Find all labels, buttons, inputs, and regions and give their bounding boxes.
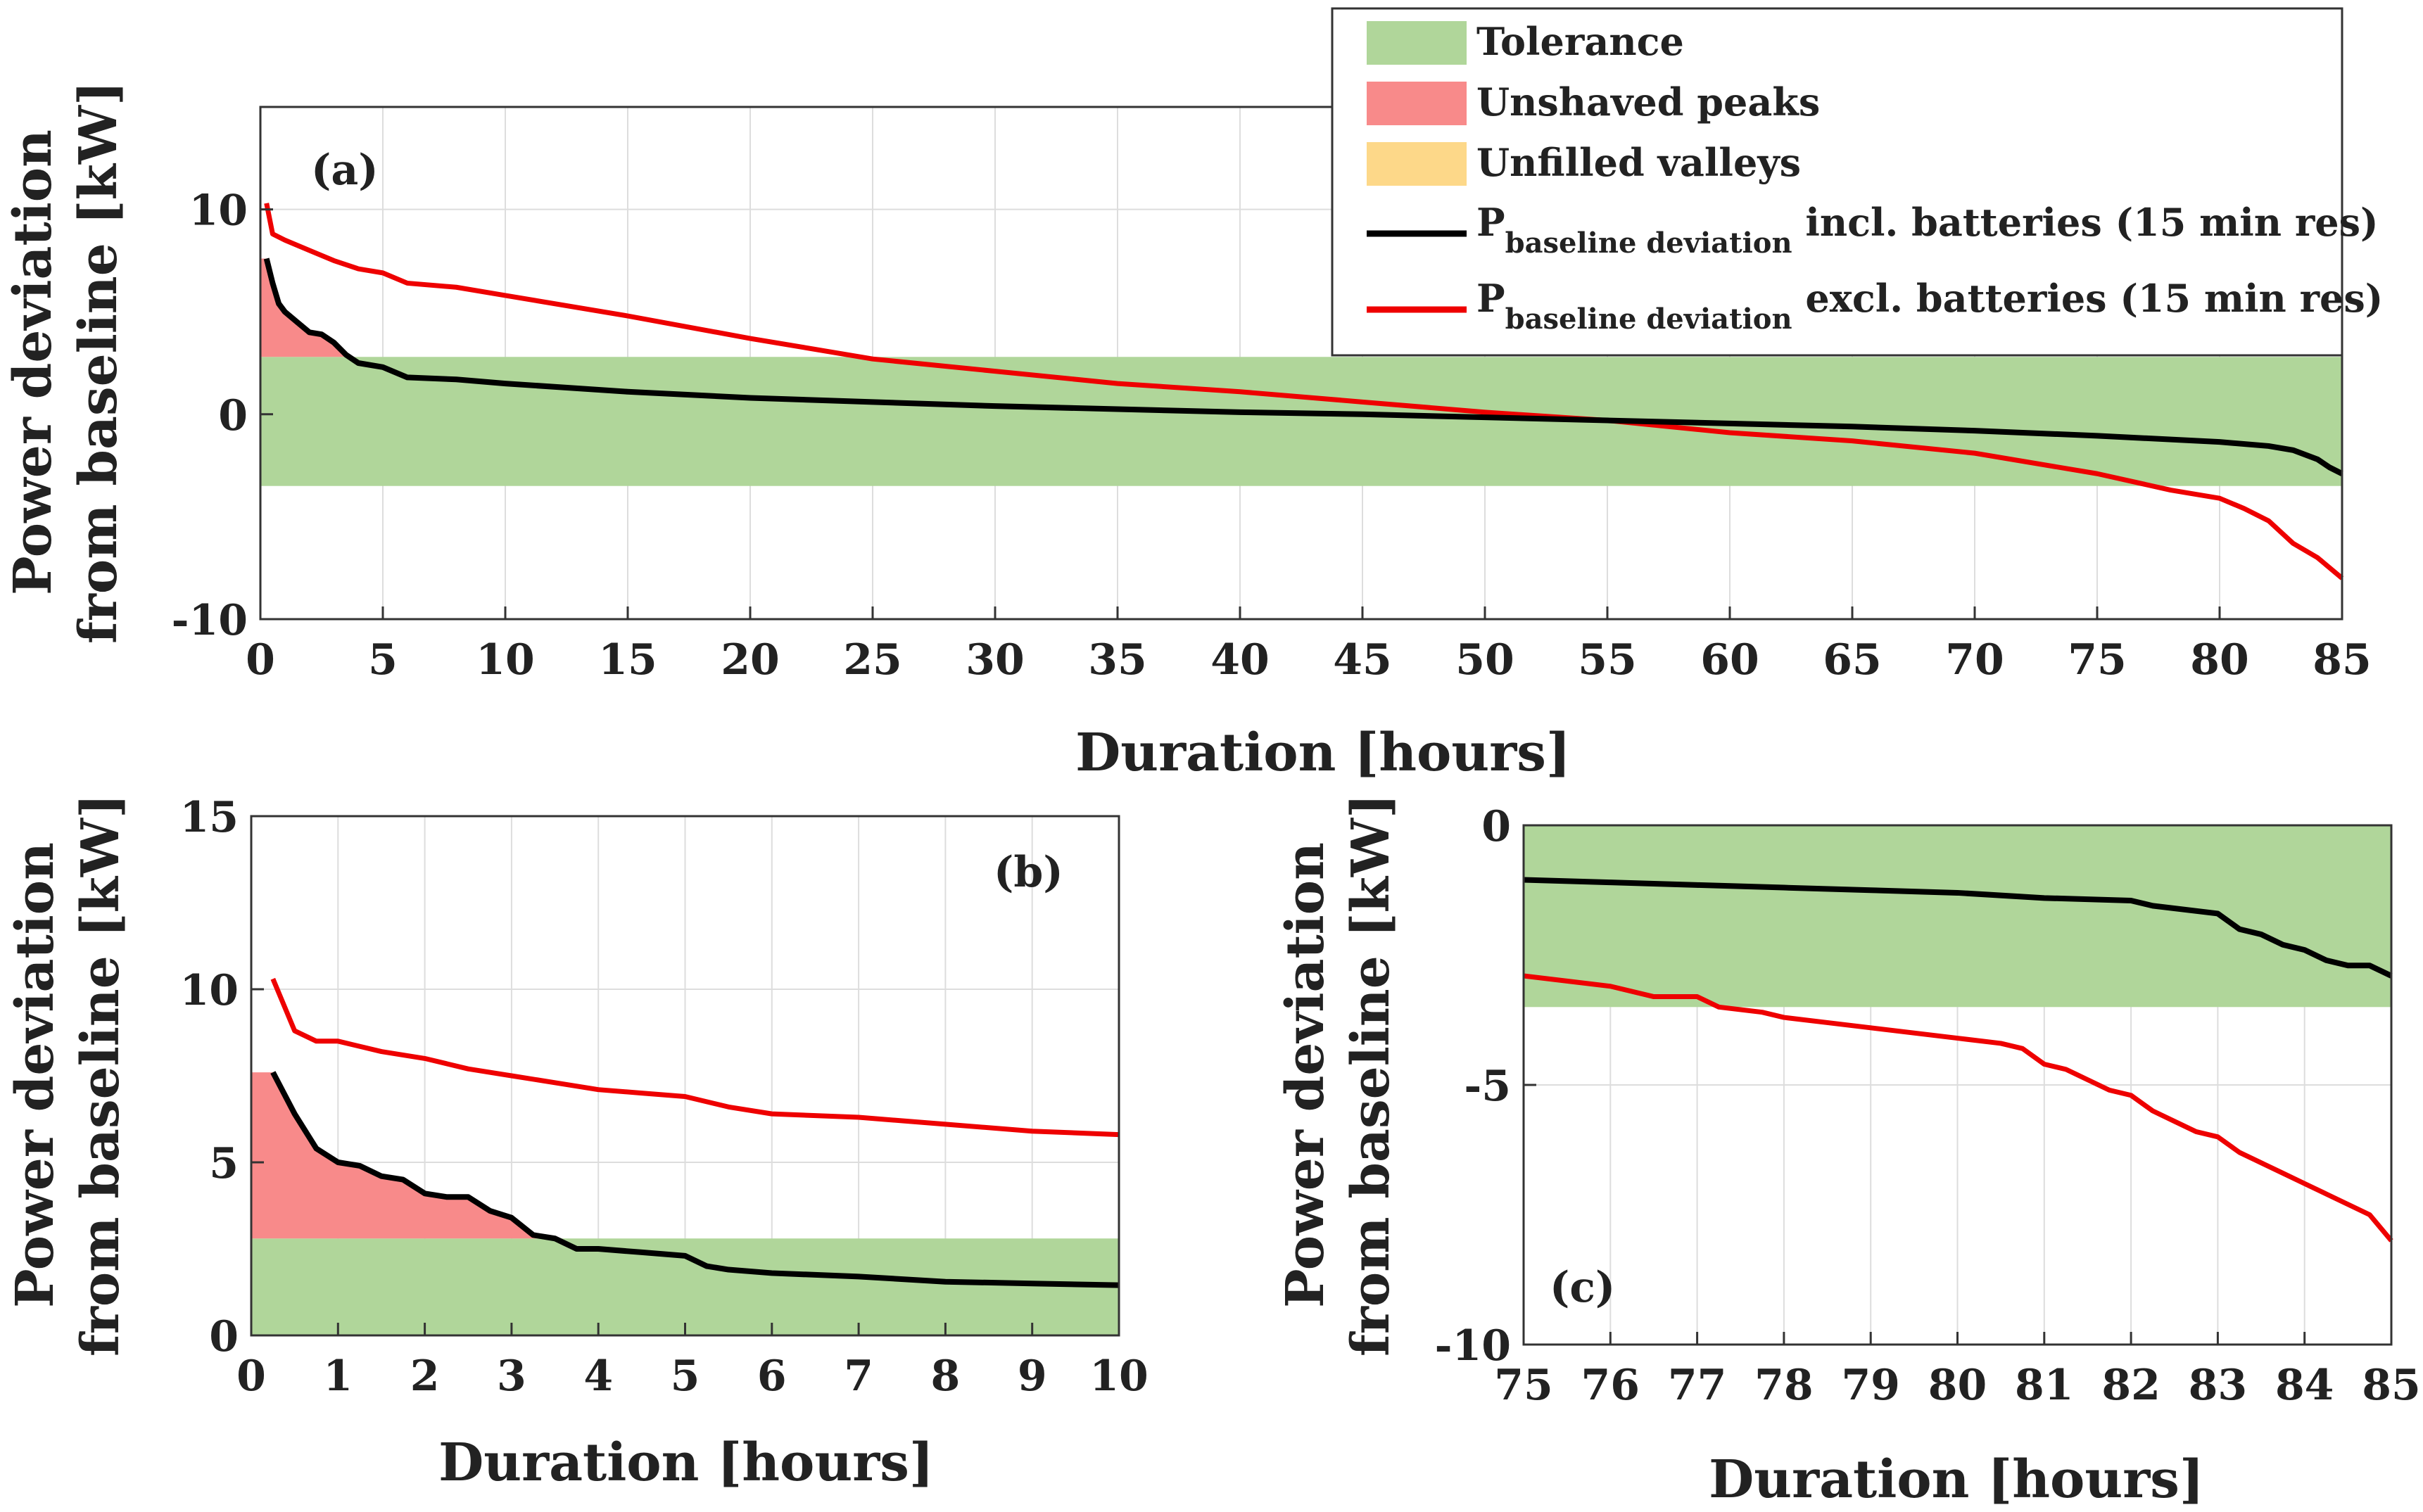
panel-c-xtick-label-9: 84 — [2275, 1361, 2334, 1410]
panel-a-chart: 0 5 10 15 20 25 30 35 40 45 50 55 60 65 70 75 80 85-10010… — [3, 81, 2372, 783]
panel-a-xlabel: Duration [hours] — [1075, 723, 1571, 783]
panel-a-xtick-label-6: 30 — [966, 635, 1025, 685]
panel-b-series-excl — [270, 977, 1120, 1138]
legend-label-tolerance: Tolerance — [1476, 19, 1684, 64]
panel-b-xtick-label-0: 0 — [236, 1352, 266, 1401]
panel-b-ytick-label-2: 10 — [180, 966, 239, 1015]
panel-b-xtick-label-3: 3 — [497, 1352, 526, 1401]
panel-a-xtick-label-9: 45 — [1333, 635, 1392, 685]
panel-a-series-excl — [264, 203, 2344, 580]
legend-excl-symbol: P — [1476, 276, 1505, 321]
panel-c-label: (c) — [1550, 1263, 1615, 1312]
panel-c-xtick-label-1: 76 — [1581, 1361, 1640, 1410]
panel-b-label: (b) — [994, 848, 1063, 897]
panel-a-xtick-label-16: 80 — [2190, 635, 2249, 685]
panel-a-xtick-label-14: 70 — [1945, 635, 2004, 685]
panel-b-unshaved-peaks-area — [251, 1072, 555, 1239]
legend-incl-text: incl. batteries (15 min res) — [1792, 200, 2379, 245]
panel-c-ytick-label-0: -10 — [1435, 1321, 1511, 1371]
legend-box — [1331, 7, 2343, 357]
panel-a-xtick-label-8: 40 — [1210, 635, 1270, 685]
panel-c-chart: 75 76 77 78 79 80 81 82 83 84 85 -10 -5 0 (c) Duratio… — [1275, 794, 2421, 1510]
panel-a-tolerance-band — [260, 357, 2342, 486]
panel-c-ytick-label-2: 0 — [1481, 802, 1511, 851]
panel-b-xtick-label-2: 2 — [410, 1352, 440, 1401]
panel-b-xtick-label-10: 10 — [1089, 1352, 1149, 1401]
panel-a-xtick-label-4: 20 — [721, 635, 780, 685]
panel-b-series-incl — [270, 1071, 1120, 1288]
panel-a-xtick-label-17: 85 — [2313, 635, 2372, 685]
panel-b-xtick-label-7: 7 — [844, 1352, 873, 1401]
panel-c-xtick-label-8: 83 — [2189, 1361, 2248, 1410]
panel-b-xtick-label-9: 9 — [1018, 1352, 1047, 1401]
panel-a-ytick-label-2: 10 — [189, 186, 248, 236]
panel-b-xtick-label-5: 5 — [671, 1352, 700, 1401]
legend-incl-symbol: P — [1476, 200, 1505, 245]
legend-excl-subscript: baseline deviation — [1505, 303, 1792, 336]
panel-c-tolerance-band — [1524, 825, 2391, 1008]
panel-b-xlabel: Duration [hours] — [438, 1432, 934, 1493]
panel-c-ylabel-line2: from baseline [kW] — [1341, 794, 1401, 1357]
panel-c-xtick-label-2: 77 — [1668, 1361, 1727, 1410]
legend-swatch-unfilled — [1367, 142, 1467, 186]
panel-c-ylabel-line1: Power deviation — [1275, 842, 1336, 1308]
panel-a-xtick-label-2: 10 — [476, 635, 535, 685]
panel-a-ylabel-line1: Power deviation — [3, 129, 63, 595]
panel-a-xtick-label-7: 35 — [1088, 635, 1147, 685]
panel-b-xtick-label-6: 6 — [757, 1352, 787, 1401]
legend-label-incl: Pbaseline deviation incl. batteries (15 … — [1476, 200, 2379, 260]
panel-a-label: (a) — [311, 146, 379, 195]
panel-c-xtick-label-7: 82 — [2101, 1361, 2161, 1410]
panel-c-xtick-label-5: 80 — [1928, 1361, 1987, 1410]
panel-b-ytick-label-1: 5 — [209, 1139, 239, 1188]
panel-a-xtick-label-11: 55 — [1578, 635, 1637, 685]
panel-a-xtick-label-0: 0 — [246, 635, 275, 685]
panel-a-axes-box — [259, 106, 2343, 621]
panel-c-xtick-label-3: 78 — [1754, 1361, 1814, 1410]
panel-c-series-incl — [1523, 877, 2393, 979]
panel-c-xlabel: Duration [hours] — [1709, 1449, 2204, 1510]
panel-c-xtick-label-10: 85 — [2362, 1361, 2421, 1410]
panel-a-xtick-label-13: 65 — [1823, 635, 1882, 685]
panel-c-xtick-label-0: 75 — [1494, 1361, 1553, 1410]
panel-a-xtick-label-12: 60 — [1700, 635, 1759, 685]
panel-a-xtick-label-10: 50 — [1455, 635, 1514, 685]
panel-a-xtick-label-5: 25 — [843, 635, 902, 685]
panel-b-ytick-label-0: 0 — [209, 1312, 239, 1361]
legend-swatch-unshaved — [1367, 82, 1467, 125]
legend-swatch-tolerance — [1367, 21, 1467, 65]
panel-a-unshaved-peaks-area — [260, 258, 350, 357]
panel-b-xtick-label-8: 8 — [931, 1352, 961, 1401]
panel-a-xtick-label-1: 5 — [368, 635, 398, 685]
panel-b-ylabel-line1: Power deviation — [5, 842, 65, 1308]
panel-a-xtick-label-15: 75 — [2068, 635, 2127, 685]
legend-incl-subscript: baseline deviation — [1505, 227, 1792, 260]
panel-c-xtick-label-4: 79 — [1841, 1361, 1900, 1410]
panel-b-xtick-label-4: 4 — [583, 1352, 613, 1401]
panel-b-ylabel-line2: from baseline [kW] — [70, 794, 131, 1357]
panel-c-series-excl — [1523, 973, 2393, 1243]
legend-label-unshaved: Unshaved peaks — [1476, 80, 1820, 125]
panel-b-xtick-label-1: 1 — [323, 1352, 353, 1401]
panel-a-ylabel-line2: from baseline [kW] — [68, 81, 129, 644]
legend: Tolerance Unshaved peaks Unfilled valley… — [1331, 7, 2383, 357]
panel-a-xtick-label-3: 15 — [598, 635, 657, 685]
panel-a-ytick-label-0: -10 — [172, 596, 248, 645]
panel-c-ytick-label-1: -5 — [1464, 1062, 1511, 1111]
legend-excl-text: excl. batteries (15 min res) — [1792, 276, 2384, 321]
panel-a-series-incl — [263, 258, 2343, 476]
legend-label-excl: Pbaseline deviation excl. batteries (15 … — [1476, 276, 2383, 336]
panel-b-ytick-label-3: 15 — [180, 793, 239, 842]
panel-c-xtick-label-6: 81 — [2015, 1361, 2074, 1410]
legend-label-unfilled: Unfilled valleys — [1476, 140, 1801, 185]
panel-a-ytick-label-1: 0 — [218, 391, 248, 440]
